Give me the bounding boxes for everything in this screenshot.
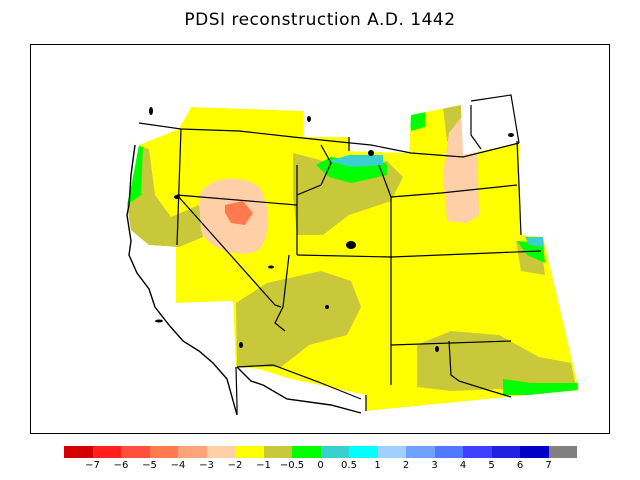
legend-labels: −7 −6 −5 −4 −3 −2 −1 −0.5 0 0.5 1 2 3 4 5 6 7 (0, 460, 640, 474)
lake-tahoe (174, 195, 180, 199)
legend-label: 1 (374, 460, 381, 471)
legend-swatch (121, 446, 150, 458)
legend-label: 2 (402, 460, 410, 471)
great-salt-lake (346, 241, 356, 249)
legend-label: 4 (459, 460, 467, 471)
legend-swatch (491, 446, 520, 458)
region-olive-arizona (236, 271, 361, 367)
legend-label: −2 (227, 460, 243, 471)
legend-label: −3 (199, 460, 214, 471)
region-teal-idaho (329, 155, 383, 167)
lake-mead (268, 265, 274, 269)
map-features (149, 107, 514, 352)
region-olive-new-mexico (417, 331, 577, 397)
legend-swatch (320, 446, 349, 458)
legend-label: −4 (170, 460, 186, 471)
legend-label: −0.5 (279, 460, 305, 471)
lake-powell (325, 305, 329, 309)
puget-sound (149, 107, 153, 115)
color-legend (64, 446, 577, 458)
legend-swatch (292, 446, 321, 458)
legend-label: −7 (85, 460, 100, 471)
legend-swatch (64, 446, 93, 458)
state-boundaries (138, 94, 542, 415)
ocean-mask (31, 45, 609, 433)
legend-swatch (548, 446, 577, 458)
map-title: PDSI reconstruction A.D. 1442 (184, 10, 456, 30)
flathead-lake (307, 116, 311, 122)
coastline (126, 144, 362, 416)
region-teal-plains (525, 237, 544, 247)
region-olive-pacific-nw (127, 145, 203, 247)
legend-label: −5 (142, 460, 157, 471)
region-green-texas (503, 379, 579, 395)
legend-label: 3 (431, 460, 438, 471)
lake-sakakawea (508, 133, 514, 137)
channel-islands (155, 319, 163, 323)
california-coast-mask (127, 233, 236, 367)
legend-label: 6 (516, 460, 524, 471)
legend-label: 5 (488, 460, 495, 471)
yellowstone-lake (368, 150, 374, 156)
legend-label: 0.5 (341, 460, 357, 471)
legend-swatch (434, 446, 463, 458)
legend-swatch (406, 446, 435, 458)
legend-swatch (235, 446, 264, 458)
legend-swatch (92, 446, 121, 458)
legend-swatch (206, 446, 235, 458)
legend-label: −1 (256, 460, 271, 471)
legend-swatch (377, 446, 406, 458)
pdsi-map (31, 45, 609, 433)
legend-label: 0 (317, 460, 324, 471)
region-green-oregon-coast (127, 145, 143, 205)
legend-label: 7 (545, 460, 552, 471)
legend-label: −6 (113, 460, 129, 471)
elephant-butte (435, 346, 439, 352)
region-orange-nevada-core (225, 201, 253, 225)
salton-sea (239, 342, 243, 348)
legend-swatch (149, 446, 178, 458)
gulf-of-california-mask (236, 367, 366, 411)
map-frame (30, 44, 610, 434)
legend-swatch (349, 446, 378, 458)
legend-swatch (178, 446, 207, 458)
legend-swatch (263, 446, 292, 458)
legend-swatch (463, 446, 492, 458)
legend-swatch (520, 446, 549, 458)
